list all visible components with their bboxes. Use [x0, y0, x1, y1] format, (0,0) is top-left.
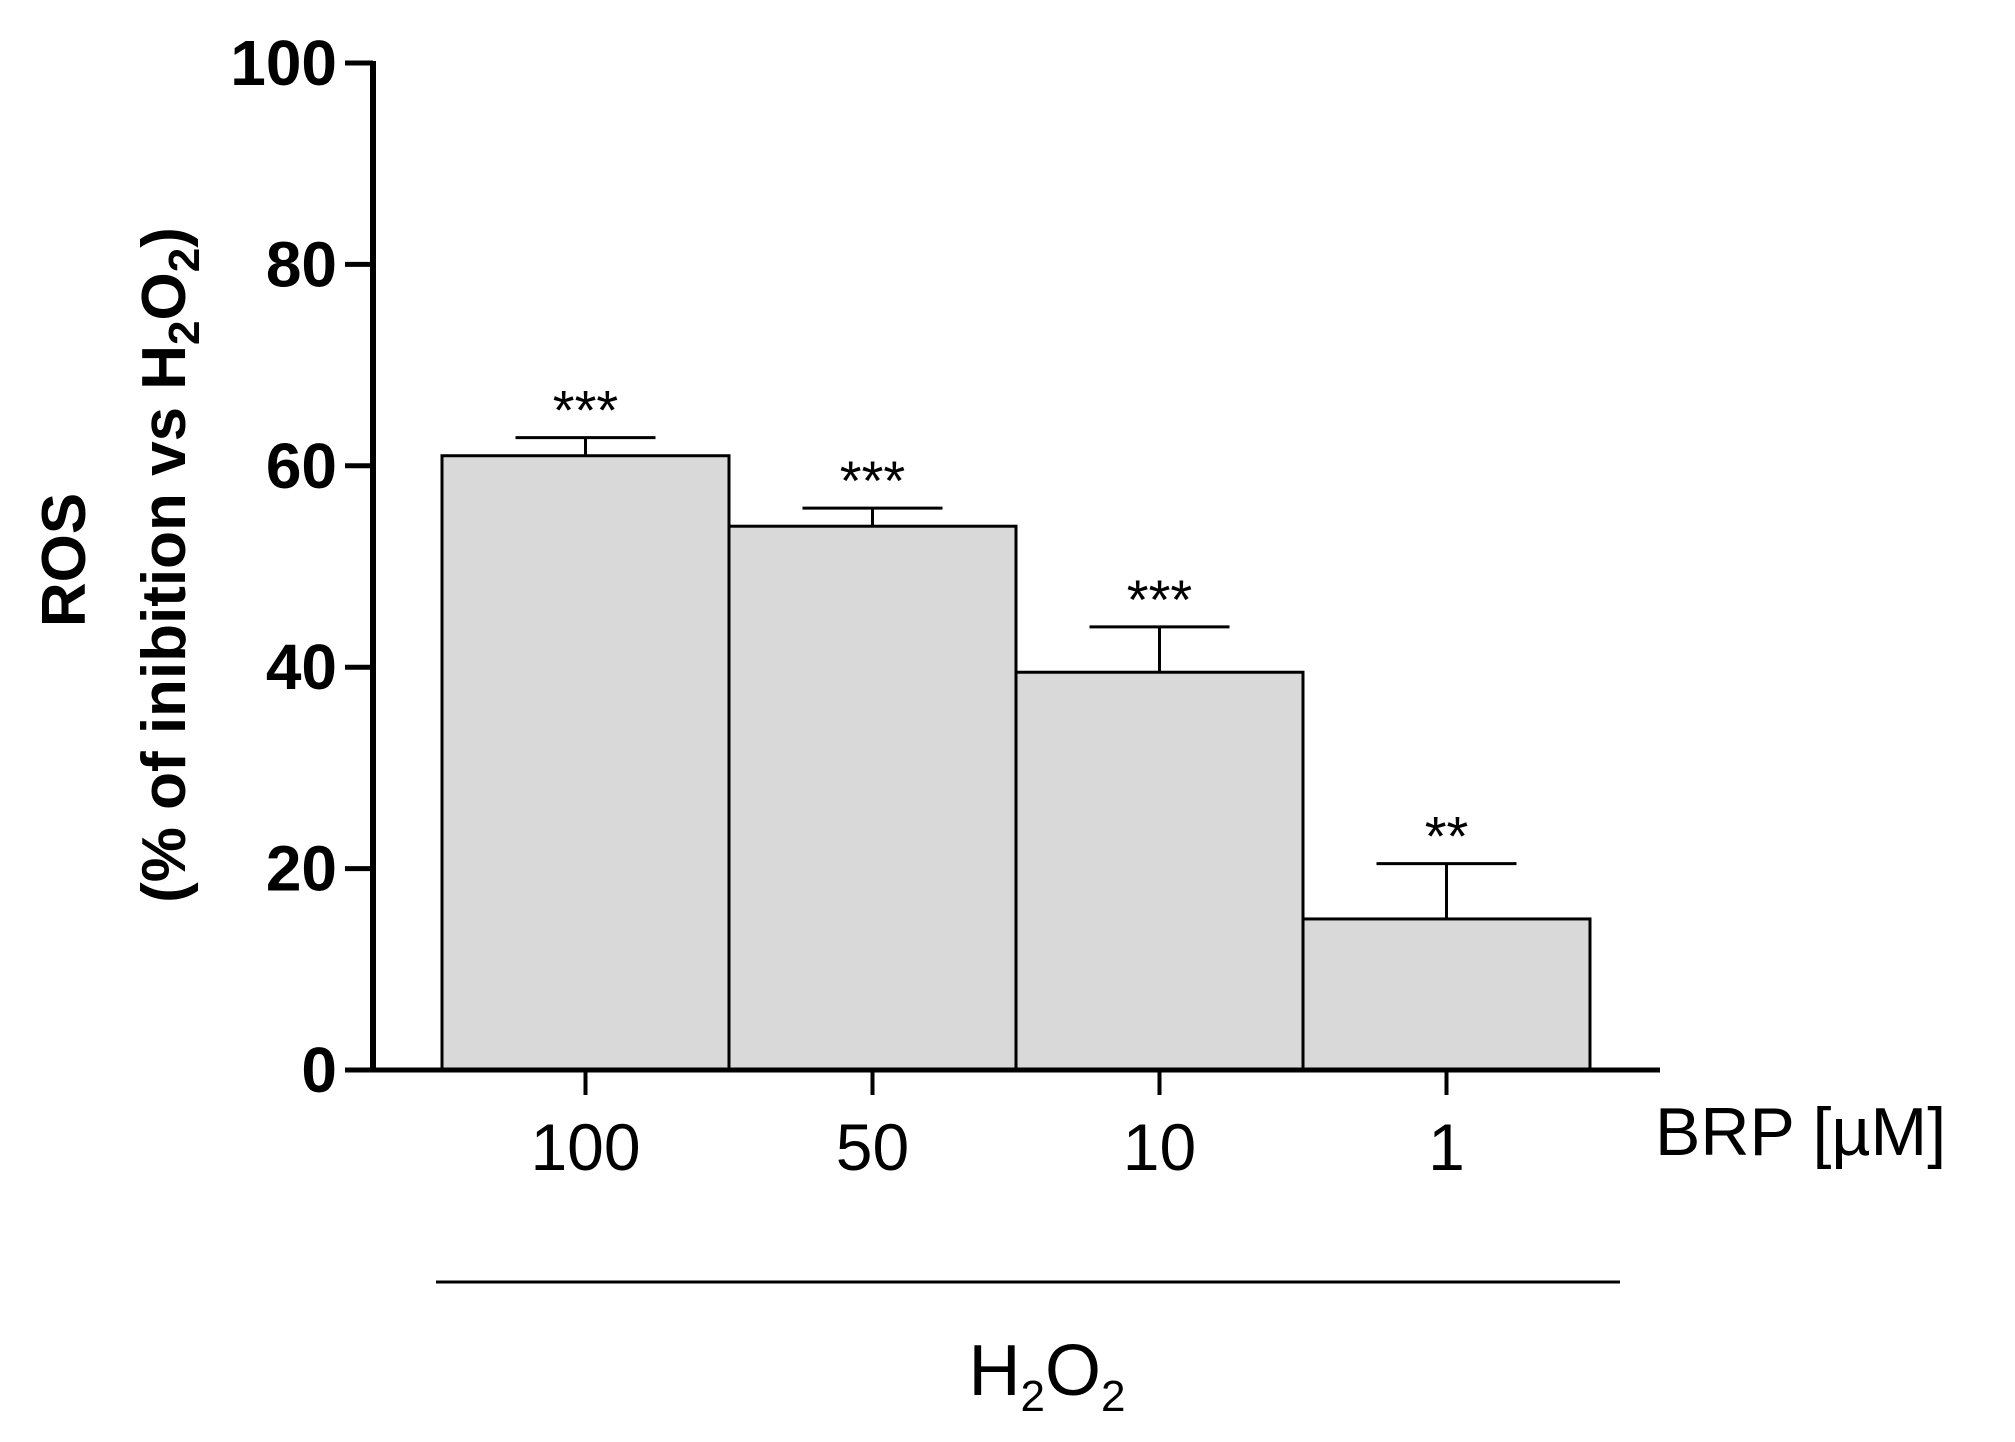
y-tick-label: 100	[230, 27, 337, 99]
x-tick-label: 1	[1428, 1110, 1465, 1184]
bar	[1301, 917, 1592, 1072]
bar	[440, 454, 731, 1072]
y-tick-label: 20	[266, 833, 337, 905]
bar	[1014, 670, 1305, 1072]
y-tick-label: 60	[266, 430, 337, 502]
y-tick-label: 40	[266, 631, 337, 703]
bar	[727, 524, 1018, 1072]
x-unit-label: BRP [µM]	[1655, 1094, 1946, 1170]
y-axis-title-line1: ROS	[30, 493, 99, 627]
y-axis-title-line2: (% of inibition vs H2O2)	[130, 227, 209, 903]
y-tick-label: 80	[266, 228, 337, 300]
significance-label: ***	[1127, 568, 1192, 631]
x-tick-label: 50	[836, 1110, 909, 1184]
significance-label: **	[1425, 805, 1469, 868]
x-tick-label: 100	[530, 1110, 640, 1184]
significance-label: ***	[840, 449, 905, 512]
x-tick-label: 10	[1123, 1110, 1196, 1184]
y-tick-label: 0	[301, 1034, 337, 1106]
group-label: H2O2	[969, 1331, 1126, 1421]
significance-label: ***	[553, 379, 618, 442]
